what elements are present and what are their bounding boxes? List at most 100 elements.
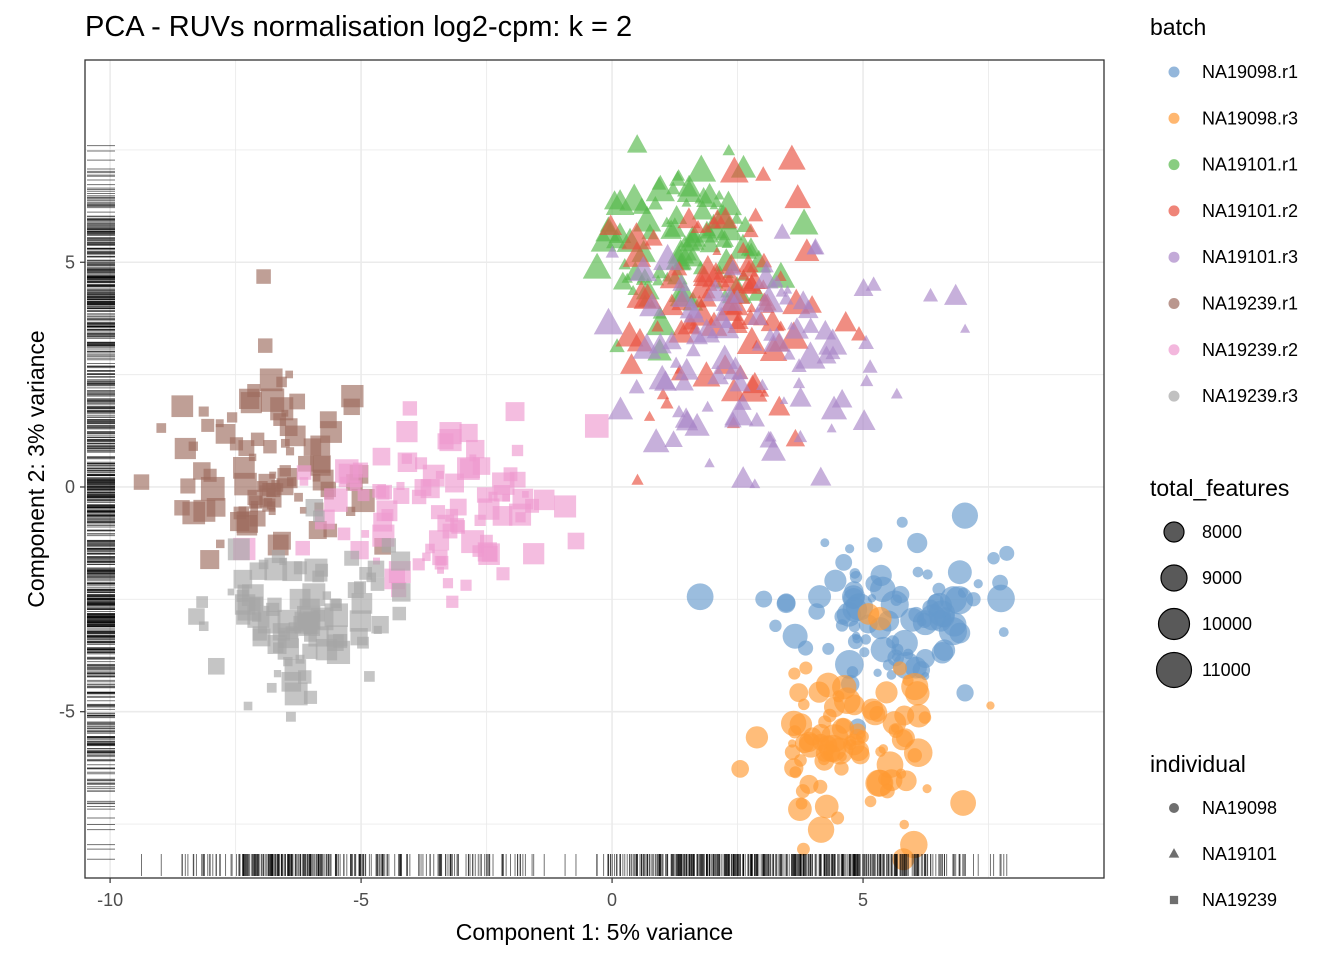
data-point — [671, 286, 695, 307]
data-point — [992, 574, 1008, 591]
data-point — [835, 553, 853, 571]
data-point — [778, 144, 806, 170]
data-point — [281, 671, 302, 692]
legend-title-batch: batch — [1150, 14, 1206, 40]
legend-swatch-NA19239.r2 — [1168, 344, 1180, 356]
data-point — [238, 506, 250, 517]
data-point — [721, 238, 733, 248]
data-point — [922, 569, 933, 580]
legend: batch NA19098.r1 NA19098.r3 NA19101.r1 NA191… — [1150, 14, 1298, 910]
data-point — [294, 492, 303, 502]
data-point — [826, 423, 837, 433]
data-point — [372, 447, 391, 466]
data-point — [719, 156, 749, 183]
data-point — [208, 657, 225, 675]
legend-label: NA19239.r1 — [1202, 294, 1298, 314]
data-point — [273, 642, 284, 653]
data-point — [747, 207, 764, 222]
data-point — [859, 647, 870, 658]
data-point — [442, 578, 454, 589]
data-point — [779, 291, 794, 305]
data-point — [743, 242, 759, 257]
legend-swatch-NA19098.r3 — [1168, 112, 1180, 124]
data-point — [285, 711, 296, 722]
data-point — [690, 219, 706, 234]
legend-swatch-NA19239.r1 — [1168, 298, 1180, 309]
data-point — [629, 256, 658, 282]
data-point — [784, 758, 804, 778]
data-point — [216, 539, 225, 549]
data-point — [724, 411, 742, 428]
data-point — [525, 498, 540, 513]
data-point — [171, 395, 194, 418]
data-point — [811, 723, 831, 743]
data-point — [428, 530, 450, 551]
data-point — [775, 286, 788, 297]
data-point — [873, 668, 882, 677]
data-point — [198, 406, 209, 417]
data-point — [653, 243, 683, 271]
data-point — [651, 320, 664, 332]
data-point — [707, 364, 729, 385]
data-point — [701, 400, 714, 412]
data-point — [867, 594, 877, 603]
data-point — [466, 439, 485, 459]
data-point — [870, 564, 892, 587]
data-point — [808, 585, 832, 609]
data-point — [745, 726, 769, 749]
data-point — [843, 694, 865, 716]
data-point — [900, 830, 928, 859]
data-point — [567, 532, 585, 550]
data-point — [366, 572, 377, 583]
data-point — [639, 292, 666, 317]
x-tick-label: -5 — [353, 890, 369, 910]
data-point — [799, 661, 813, 675]
data-point — [814, 794, 839, 819]
x-axis-title: Component 1: 5% variance — [456, 919, 733, 945]
data-point — [200, 476, 225, 501]
data-point — [422, 552, 431, 562]
y-axis-title: Component 2: 3% variance — [23, 330, 49, 607]
data-point — [890, 387, 903, 399]
legend-title-individual: individual — [1150, 751, 1246, 777]
data-point — [759, 388, 770, 397]
legend-title-total-features: total_features — [1150, 475, 1289, 501]
legend-swatch-NA19239.r3 — [1168, 390, 1180, 402]
data-point — [808, 603, 825, 620]
data-point — [651, 176, 667, 190]
data-point — [837, 751, 847, 762]
data-point — [349, 610, 372, 632]
data-point — [722, 143, 736, 156]
data-point — [660, 396, 674, 409]
data-point — [252, 626, 267, 641]
data-point — [865, 276, 882, 291]
data-point — [856, 730, 869, 744]
data-point — [284, 425, 306, 447]
data-point — [701, 222, 713, 233]
data-point — [299, 598, 320, 619]
data-point — [760, 309, 785, 332]
data-point — [864, 795, 877, 808]
data-point — [278, 630, 286, 638]
data-point — [226, 412, 238, 423]
data-point — [912, 566, 924, 578]
triangle-icon — [1168, 848, 1180, 858]
data-point — [619, 183, 650, 211]
data-point — [892, 661, 907, 676]
chart-title: PCA - RUVs normalisation log2-cpm: k = 2 — [85, 11, 632, 43]
data-point — [299, 506, 307, 514]
data-point — [808, 681, 830, 703]
data-point — [661, 216, 673, 227]
data-point — [488, 491, 498, 501]
series-NA19101.r1 — [582, 134, 819, 361]
data-point — [788, 739, 797, 748]
data-point — [756, 378, 769, 391]
data-point — [789, 208, 819, 235]
data-point — [236, 515, 258, 536]
data-point — [393, 487, 410, 504]
data-point — [794, 733, 815, 754]
data-point — [324, 488, 348, 512]
data-point — [973, 579, 983, 589]
data-point — [686, 342, 701, 357]
data-point — [188, 608, 205, 625]
